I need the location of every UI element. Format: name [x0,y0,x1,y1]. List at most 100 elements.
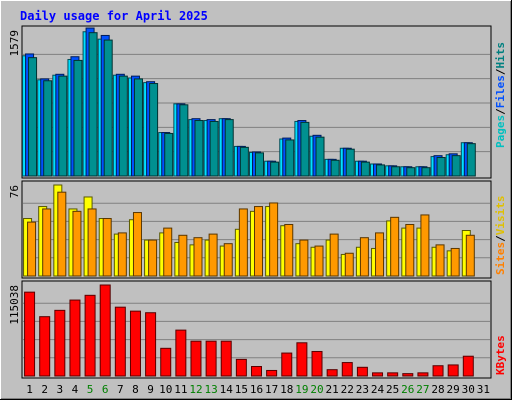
day-label-2: 2 [41,383,48,396]
bar-kbytes-day-13 [205,340,217,377]
bar-pages-day-29 [451,155,461,177]
bar-pages-day-30 [466,143,476,177]
bar-pages-day-1 [28,57,38,177]
day-label-4: 4 [72,383,79,396]
legend-separator: / [494,68,507,75]
bar-kbytes-day-11 [175,329,187,377]
day-label-24: 24 [371,383,385,396]
bar-kbytes-day-16 [251,366,262,377]
chart-title: Daily usage for April 2025 [20,9,208,23]
day-label-15: 15 [235,383,248,396]
day-label-22: 22 [341,383,354,396]
bar-sites-day-13 [208,233,218,277]
panel-kbytes: 115038 KBytes [8,280,507,379]
bar-kbytes-day-4 [69,299,81,377]
legend-separator: / [494,108,507,115]
day-label-20: 20 [310,383,323,396]
bar-pages-day-20 [315,136,325,177]
bar-sites-day-19 [299,239,309,277]
bar-sites-day-4 [72,210,82,277]
y-max-label: 76 [8,185,21,198]
bar-pages-day-16 [255,152,264,177]
bar-kbytes-day-8 [129,310,141,377]
bar-pages-day-24 [376,164,386,177]
day-label-18: 18 [280,383,293,396]
day-label-10: 10 [159,383,172,396]
day-label-13: 13 [204,383,217,396]
bar-pages-day-26 [406,167,416,177]
day-label-14: 14 [220,383,234,396]
bar-pages-day-28 [436,157,446,177]
bar-kbytes-day-20 [311,350,323,377]
bar-sites-day-9 [148,239,158,277]
bar-kbytes-day-9 [145,312,157,377]
bar-pages-day-25 [391,166,401,177]
bar-kbytes-day-28 [432,365,444,377]
bar-sites-day-17 [269,202,279,277]
y-max-label: 115038 [8,285,21,325]
day-label-8: 8 [132,383,139,396]
bar-kbytes-day-14 [220,340,232,377]
bar-kbytes-day-23 [356,366,368,377]
legend-kbytes: KBytes [494,335,507,375]
chart-panels: 1579Pages/Files/Hits76Sites/Visits115038… [8,25,507,379]
bar-pages-day-27 [421,167,431,177]
bar-pages-day-4 [73,59,83,177]
day-label-6: 6 [102,383,109,396]
bar-pages-day-23 [360,161,370,177]
bar-sites-day-5 [87,208,97,277]
bar-pages-day-13 [209,120,219,177]
bar-kbytes-day-3 [54,309,66,377]
bar-sites-day-25 [390,216,400,277]
day-label-28: 28 [431,383,444,396]
bar-pages-day-3 [58,75,68,177]
bar-pages-day-18 [285,139,295,177]
bar-sites-day-8 [132,212,142,277]
legend-separator: / [494,235,507,242]
bar-kbytes-day-18 [281,352,293,377]
bar-sites-day-12 [193,237,203,277]
bar-sites-day-14 [223,243,233,277]
bar-pages-day-7 [118,75,128,177]
bar-sites-day-2 [42,208,52,277]
day-label-5: 5 [87,383,94,396]
bar-sites-day-28 [435,244,445,277]
bar-sites-day-10 [163,227,173,277]
bar-pages-day-6 [103,39,113,177]
bar-sites-day-16 [254,206,263,277]
day-label-19: 19 [295,383,308,396]
bar-kbytes-day-19 [296,342,308,377]
panel-visits: 76 Sites/Visits [8,180,507,279]
bar-kbytes-day-2 [39,316,51,377]
bar-kbytes-day-26 [402,373,414,377]
bar-kbytes-day-5 [84,294,96,377]
bar-pages-day-12 [194,120,204,177]
bar-kbytes-day-10 [160,347,172,377]
day-label-23: 23 [356,383,369,396]
day-label-29: 29 [447,383,460,396]
day-label-12: 12 [189,383,202,396]
bar-pages-day-2 [43,80,53,177]
day-label-16: 16 [250,383,263,396]
bar-kbytes-day-12 [190,340,202,377]
bar-sites-day-23 [359,237,369,277]
bar-sites-day-24 [375,232,385,277]
day-label-11: 11 [174,383,187,396]
bar-kbytes-day-6 [99,284,111,377]
day-label-3: 3 [57,383,64,396]
bar-kbytes-day-24 [372,372,384,377]
bar-sites-day-30 [465,234,475,277]
bar-pages-day-8 [133,78,143,177]
bar-pages-day-21 [330,159,340,177]
legend-visits: Visits [494,196,507,236]
bar-pages-day-10 [164,132,174,177]
bar-sites-day-3 [57,191,67,277]
bar-sites-day-11 [178,234,188,277]
bar-sites-day-6 [102,218,112,277]
bar-sites-day-29 [450,247,460,277]
day-label-21: 21 [326,383,339,396]
bar-kbytes-day-15 [235,358,247,377]
legend-files: Files [494,75,507,108]
legend-hits: Hits [494,42,507,69]
